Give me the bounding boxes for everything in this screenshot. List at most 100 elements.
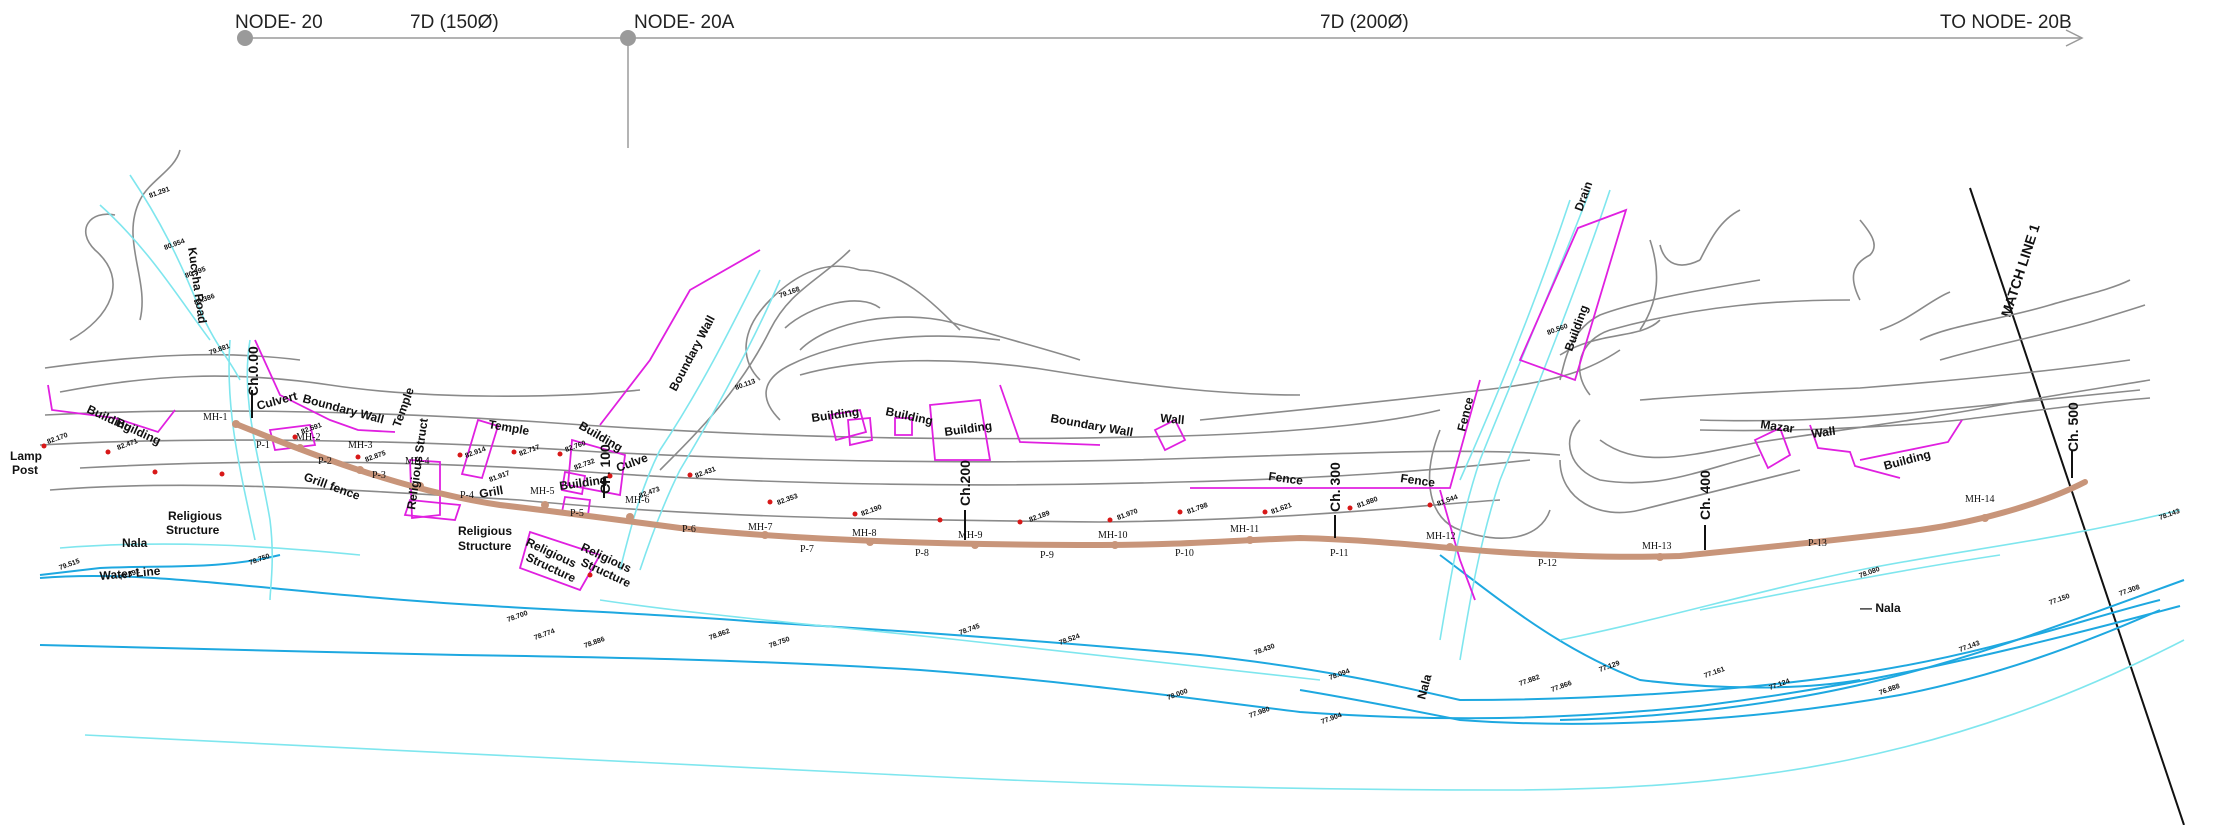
mazar-label: Mazar (1760, 417, 1796, 436)
building-outline (894, 417, 913, 436)
wall-label: Wall (1160, 411, 1185, 427)
contour (44, 409, 1441, 440)
level-point (587, 572, 593, 578)
pipe-label: P-2 (318, 456, 332, 467)
manhole-marker (971, 541, 979, 549)
manhole-label: MH-4 (405, 456, 429, 467)
contour (79, 459, 1531, 486)
manhole-marker (232, 420, 240, 428)
wall-outline (1153, 418, 1187, 452)
stream-line-light (1459, 199, 1571, 481)
spot-level: 77.308 (2118, 584, 2141, 598)
level-point (1177, 509, 1183, 515)
pipe-label: P-13 (1808, 538, 1827, 549)
water-line (39, 575, 2161, 702)
chainage-label: Ch. 300 (1327, 462, 1343, 512)
contour (39, 439, 1561, 463)
manhole-labels: MH-1 MH-2 MH-3 MH-4 MH-5 MH-6 MH-7 MH-8 … (203, 412, 1994, 552)
manhole-markers (232, 420, 1989, 561)
building-label: Building (884, 404, 934, 428)
water-line-light (1559, 509, 2181, 641)
building-outline (1518, 208, 1628, 382)
spot-level: 81.917 (488, 470, 511, 484)
grill-label: Grill (478, 483, 504, 501)
religious-structure-outline (409, 459, 441, 519)
building-outline (847, 417, 873, 447)
boundary-wall-label: Boundary Wall (1049, 411, 1134, 439)
pipe-label: P-5 (570, 508, 584, 519)
post-label: Post (12, 463, 38, 477)
building-outline (268, 424, 317, 451)
water-line (39, 554, 281, 576)
contour (1568, 419, 1761, 484)
manhole-marker (541, 501, 549, 509)
fence-label: Fence (1268, 469, 1305, 488)
contour (1559, 459, 1801, 514)
stream-line-light (639, 279, 781, 571)
contour (1599, 379, 2151, 459)
level-point (41, 443, 47, 449)
node-20a-label: NODE- 20A (634, 12, 735, 33)
spot-level: 78.750 (768, 636, 791, 650)
manhole-marker (1656, 553, 1664, 561)
spot-level: 82.760 (564, 440, 587, 454)
nala-label: Nala (122, 536, 148, 550)
level-point (767, 499, 773, 505)
stream-line-light (619, 269, 761, 571)
contour (1199, 349, 1621, 421)
manhole-marker (1246, 536, 1254, 544)
contour (1428, 429, 1551, 539)
temple-outline (460, 418, 500, 480)
pipe-label: P-7 (800, 544, 814, 555)
chainage-label: Ch.200 (957, 460, 973, 506)
pipe-labels: P-1 P-2 P-3 P-4 P-5 P-6 P-7 P-8 P-9 P-10… (256, 440, 1827, 569)
manhole-label: MH-3 (348, 440, 372, 451)
spot-level: 78.745 (958, 623, 981, 637)
contour (1852, 219, 1875, 301)
stream-line-light (246, 339, 274, 601)
segment-2-label: 7D (200Ø) (1320, 12, 1409, 33)
building-label: Building (943, 418, 992, 439)
boundary-wall-label: Boundary Wall (301, 391, 385, 426)
level-point (292, 434, 298, 440)
water-lines (39, 174, 2185, 791)
stream-line-light (129, 174, 241, 381)
pipe-label: P-11 (1330, 548, 1349, 559)
spot-level: 78.774 (533, 628, 556, 642)
node-header: NODE- 20 NODE- 20A TO NODE- 20B 7D (150Ø… (235, 12, 2084, 148)
fence-line (1190, 379, 1481, 489)
religious-label: Religious (168, 509, 222, 523)
spot-level: 82.717 (518, 444, 541, 458)
religious-label: Religious (458, 524, 512, 538)
spot-level: 77.866 (1550, 680, 1573, 694)
manhole-label: MH-13 (1642, 541, 1671, 552)
pipe-label: P-4 (460, 490, 474, 501)
contour (1559, 319, 1661, 356)
level-point (152, 469, 158, 475)
level-point (607, 473, 613, 479)
spot-level: 81.880 (1356, 496, 1379, 510)
fence-label: Fence (1454, 395, 1476, 432)
spot-level: 81.798 (1186, 502, 1209, 516)
level-point (511, 449, 517, 455)
water-line-label: Water Line (99, 564, 161, 583)
contour (659, 249, 851, 471)
sewer-line (233, 421, 2088, 560)
contour (1659, 244, 1701, 266)
contour (765, 335, 1001, 421)
manhole-marker (1981, 514, 1989, 522)
manhole-marker (626, 513, 634, 521)
building-outline (929, 399, 992, 461)
chainage-label: Ch. 400 (1697, 470, 1713, 520)
arrow-head-icon (2065, 29, 2084, 47)
contour (799, 359, 1301, 396)
spot-level: 77.124 (1768, 678, 1791, 692)
manhole-marker (761, 531, 769, 539)
contour (1639, 359, 2131, 401)
spot-level: 77.161 (1703, 666, 1726, 680)
pipe-label: P-8 (915, 548, 929, 559)
node-20a-marker (620, 30, 636, 46)
manhole-marker (1111, 541, 1119, 549)
water-line (1559, 579, 2185, 721)
spot-level: 79.168 (778, 286, 801, 300)
